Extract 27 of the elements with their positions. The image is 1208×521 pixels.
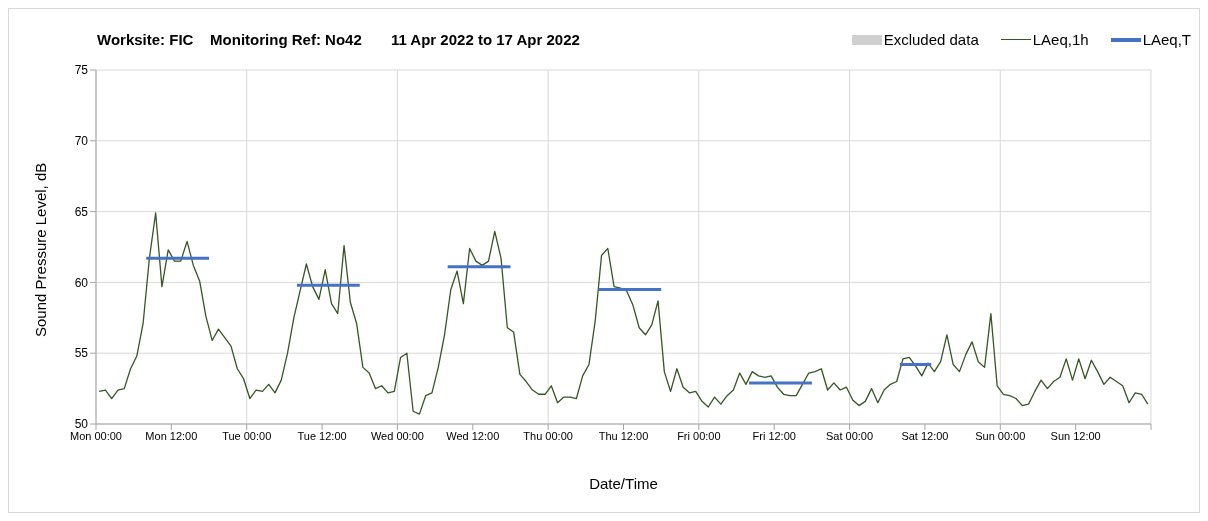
x-tick-label: Tue 12:00	[297, 429, 347, 442]
x-axis-title: Date/Time	[589, 475, 658, 492]
x-tick-label: Tue 00:00	[222, 429, 272, 442]
x-tick-label: Wed 12:00	[446, 429, 500, 442]
chart-title: Worksite: FIC Monitoring Ref: No42 11 Apr 2022 to 17 Apr 2022	[97, 31, 580, 48]
legend-label: LAeq,T	[1142, 31, 1191, 48]
y-tick-label: 50	[74, 417, 89, 432]
y-axis-title: Sound Pressure Level, dB	[32, 162, 50, 337]
y-tick-label: 55	[74, 346, 89, 361]
x-tick-label: Thu 00:00	[523, 429, 573, 442]
line-series	[98, 212, 1149, 415]
x-tick-label: Mon 12:00	[145, 429, 198, 442]
x-tick-label: Mon 00:00	[70, 429, 122, 442]
x-tick-label: Fri 00:00	[677, 429, 721, 442]
legend-label: Excluded data	[883, 31, 979, 48]
x-tick-label: Fri 12:00	[752, 429, 796, 442]
x-tick-label: Sun 00:00	[975, 429, 1026, 442]
y-tick-label: 60	[74, 275, 89, 290]
y-tick-label: 70	[74, 134, 89, 149]
legend-label: LAeq,1h	[1032, 31, 1089, 48]
x-tick-label: Sat 00:00	[826, 429, 874, 442]
y-tick-label: 75	[74, 63, 89, 78]
x-tick-label: Wed 00:00	[370, 429, 424, 442]
x-tick-label: Thu 12:00	[598, 429, 649, 442]
x-tick-label: Sun 12:00	[1050, 429, 1101, 442]
y-tick-label: 65	[74, 204, 89, 219]
x-tick-label: Sat 12:00	[901, 429, 949, 442]
